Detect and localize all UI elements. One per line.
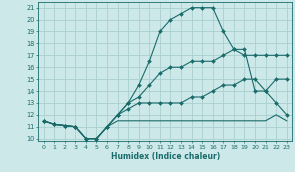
X-axis label: Humidex (Indice chaleur): Humidex (Indice chaleur) bbox=[111, 152, 220, 161]
